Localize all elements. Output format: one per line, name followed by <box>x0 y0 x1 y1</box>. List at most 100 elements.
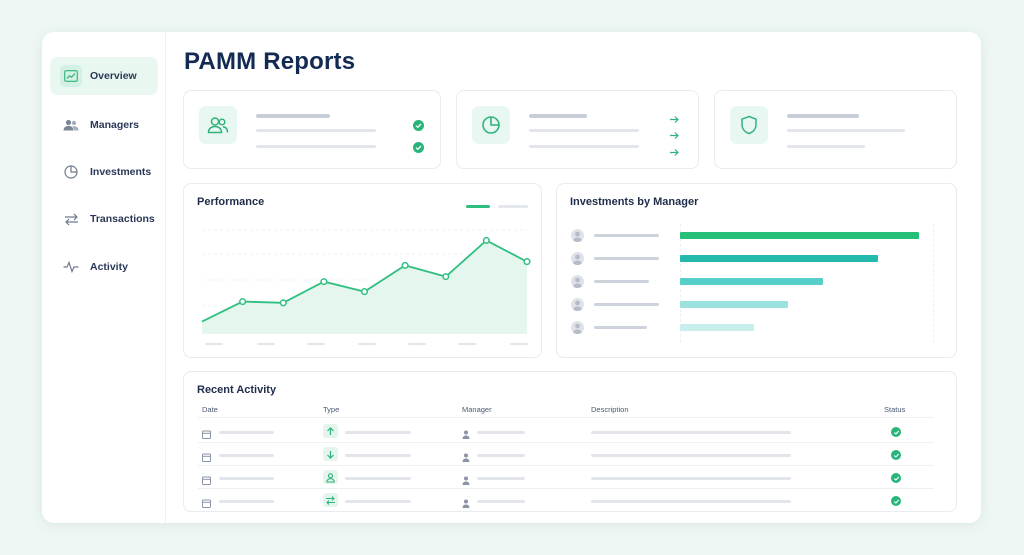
avatar <box>571 252 584 265</box>
investments-title: Investments by Manager <box>570 196 699 208</box>
manager-name-placeholder <box>594 326 647 329</box>
investment-bar <box>680 232 919 239</box>
data-point <box>239 298 247 306</box>
stat-card-investments[interactable] <box>456 90 699 169</box>
description-placeholder <box>591 477 791 480</box>
arrow-up-icon <box>323 424 338 438</box>
x-tick-placeholder <box>257 343 275 345</box>
x-tick-placeholder <box>510 343 528 345</box>
sidebar-item-label: Managers <box>90 119 140 131</box>
date-placeholder <box>219 431 274 434</box>
avatar <box>571 229 584 242</box>
performance-card: Performance <box>183 183 542 358</box>
users-icon <box>199 106 237 144</box>
avatar <box>571 298 584 311</box>
investment-bar <box>680 255 879 262</box>
legend-series-muted <box>498 205 528 208</box>
sidebar-item-activity[interactable]: Activity <box>50 248 158 286</box>
sidebar-item-overview[interactable]: Overview <box>50 57 158 95</box>
manager-placeholder <box>477 431 525 434</box>
arrow-right-icon <box>669 127 680 139</box>
check-circle-icon <box>891 427 901 437</box>
manager-name-placeholder <box>594 234 659 237</box>
stat-card-security[interactable] <box>714 90 957 169</box>
manager-icon <box>462 426 470 439</box>
arrow-right-icon <box>669 111 680 123</box>
description-placeholder <box>591 431 791 434</box>
date-placeholder <box>219 500 274 503</box>
app-window: Overview Managers Investments Transactio… <box>42 32 981 523</box>
check-circle-icon <box>891 473 901 483</box>
manager-name-placeholder <box>594 280 649 283</box>
table-row[interactable] <box>198 466 934 488</box>
x-tick-placeholder <box>458 343 476 345</box>
manager-icon <box>462 495 470 508</box>
investment-bar <box>680 324 755 331</box>
description-placeholder <box>591 454 791 457</box>
avatar <box>571 321 584 334</box>
data-point <box>523 258 531 266</box>
type-placeholder <box>345 500 411 503</box>
data-point <box>482 236 490 245</box>
swap-arrows-icon <box>323 493 338 507</box>
table-row[interactable] <box>198 489 934 511</box>
sidebar-item-transactions[interactable]: Transactions <box>50 200 158 238</box>
sidebar-item-label: Investments <box>90 166 152 178</box>
check-circle-icon <box>413 140 424 153</box>
investment-bar <box>680 278 824 285</box>
column-header-manager: Manager <box>462 405 492 414</box>
sidebar-item-managers[interactable]: Managers <box>50 106 158 144</box>
pie-chart-icon <box>60 161 82 183</box>
investment-bar <box>680 301 788 308</box>
investments-chart <box>557 184 958 359</box>
date-placeholder <box>219 454 274 457</box>
calendar-icon <box>202 472 211 485</box>
arrow-right-icon <box>669 144 680 156</box>
check-circle-icon <box>891 450 901 460</box>
date-placeholder <box>219 477 274 480</box>
manager-icon <box>462 449 470 462</box>
page-title: PAMM Reports <box>184 48 356 75</box>
swap-arrows-icon <box>60 208 82 230</box>
legend-series-line <box>466 205 490 208</box>
data-point <box>401 261 409 269</box>
sidebar-item-investments[interactable]: Investments <box>50 153 158 191</box>
pie-chart-icon <box>472 106 510 144</box>
user-icon <box>323 470 338 484</box>
x-tick-placeholder <box>358 343 376 345</box>
sidebar: Overview Managers Investments Transactio… <box>42 32 166 523</box>
activity-table-body <box>184 372 958 513</box>
type-placeholder <box>345 477 411 480</box>
users-icon <box>60 114 82 136</box>
check-circle-icon <box>891 496 901 506</box>
sidebar-item-label: Transactions <box>90 213 155 225</box>
x-tick-placeholder <box>307 343 325 345</box>
column-header-description: Description <box>591 405 629 414</box>
type-placeholder <box>345 454 411 457</box>
data-point <box>279 299 287 307</box>
performance-chart <box>201 229 531 345</box>
investments-card: Investments by Manager <box>556 183 957 358</box>
manager-placeholder <box>477 454 525 457</box>
manager-name-placeholder <box>594 257 659 260</box>
recent-activity-title: Recent Activity <box>197 384 277 396</box>
performance-title: Performance <box>197 196 265 208</box>
sidebar-item-label: Overview <box>90 70 137 82</box>
column-header-date: Date <box>202 405 218 414</box>
column-header-type: Type <box>323 405 340 414</box>
data-point <box>442 273 450 281</box>
recent-activity-card: Recent Activity Date Type Manager Descri… <box>183 371 957 512</box>
calendar-icon <box>202 495 211 508</box>
manager-name-placeholder <box>594 303 659 306</box>
manager-placeholder <box>477 477 525 480</box>
table-row[interactable] <box>198 443 934 465</box>
data-point <box>320 278 328 286</box>
manager-icon <box>462 472 470 485</box>
column-header-status: Status <box>884 405 906 414</box>
row-divider <box>198 465 934 466</box>
stat-card-managers[interactable] <box>183 90 441 169</box>
shield-icon <box>730 106 768 144</box>
trend-up-icon <box>60 65 82 87</box>
table-row[interactable] <box>198 420 934 442</box>
sidebar-item-label: Activity <box>90 261 128 273</box>
